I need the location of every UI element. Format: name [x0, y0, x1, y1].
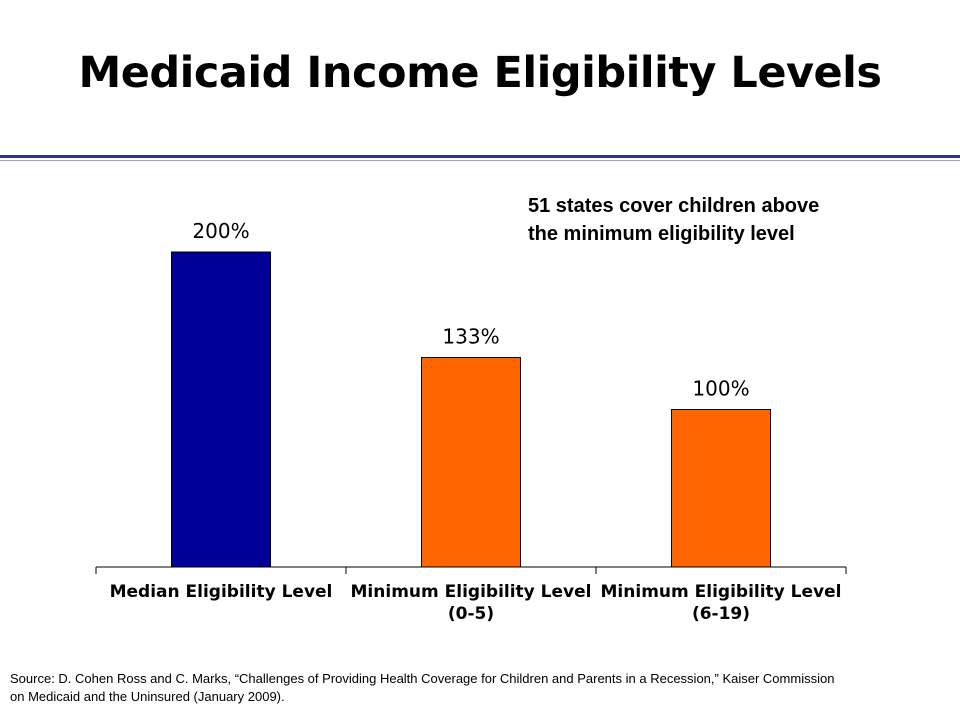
category-label-3-line-2: (6-19): [692, 604, 750, 624]
bars-group: [171, 251, 771, 568]
annotation-line-2: the minimum eligibility level: [528, 223, 795, 245]
data-label-2: 133%: [442, 325, 499, 349]
bar-1: [171, 251, 271, 568]
data-label-3: 100%: [692, 377, 749, 401]
bar-3: [671, 409, 771, 568]
title-divider: [0, 155, 960, 158]
source-note: Source: D. Cohen Ross and C. Marks, “Cha…: [10, 670, 950, 706]
data-labels-group: 200% 133% 100%: [192, 219, 749, 401]
source-line-1: Source: D. Cohen Ross and C. Marks, “Cha…: [10, 671, 835, 686]
category-label-2-line-1: Minimum Eligibility Level: [351, 582, 592, 602]
data-label-1: 200%: [192, 219, 249, 243]
category-label-3-line-1: Minimum Eligibility Level: [601, 582, 842, 602]
bar-chart: 200% 133% 100% Median Eligibility Level Min…: [95, 219, 847, 624]
category-label-1-line-1: Median Eligibility Level: [110, 582, 333, 602]
title-divider-thin: [0, 160, 960, 161]
annotation-line-1: 51 states cover children above: [528, 195, 820, 217]
x-axis-group: Median Eligibility Level Minimum Eligibil…: [95, 566, 847, 624]
category-label-2-line-2: (0-5): [448, 604, 494, 624]
chart-annotation: 51 states cover children above the minim…: [528, 192, 948, 248]
slide-title: Medicaid Income Eligibility Levels: [78, 48, 882, 98]
source-line-2: on Medicaid and the Uninsured (January 2…: [10, 689, 285, 704]
bar-2: [421, 357, 521, 568]
